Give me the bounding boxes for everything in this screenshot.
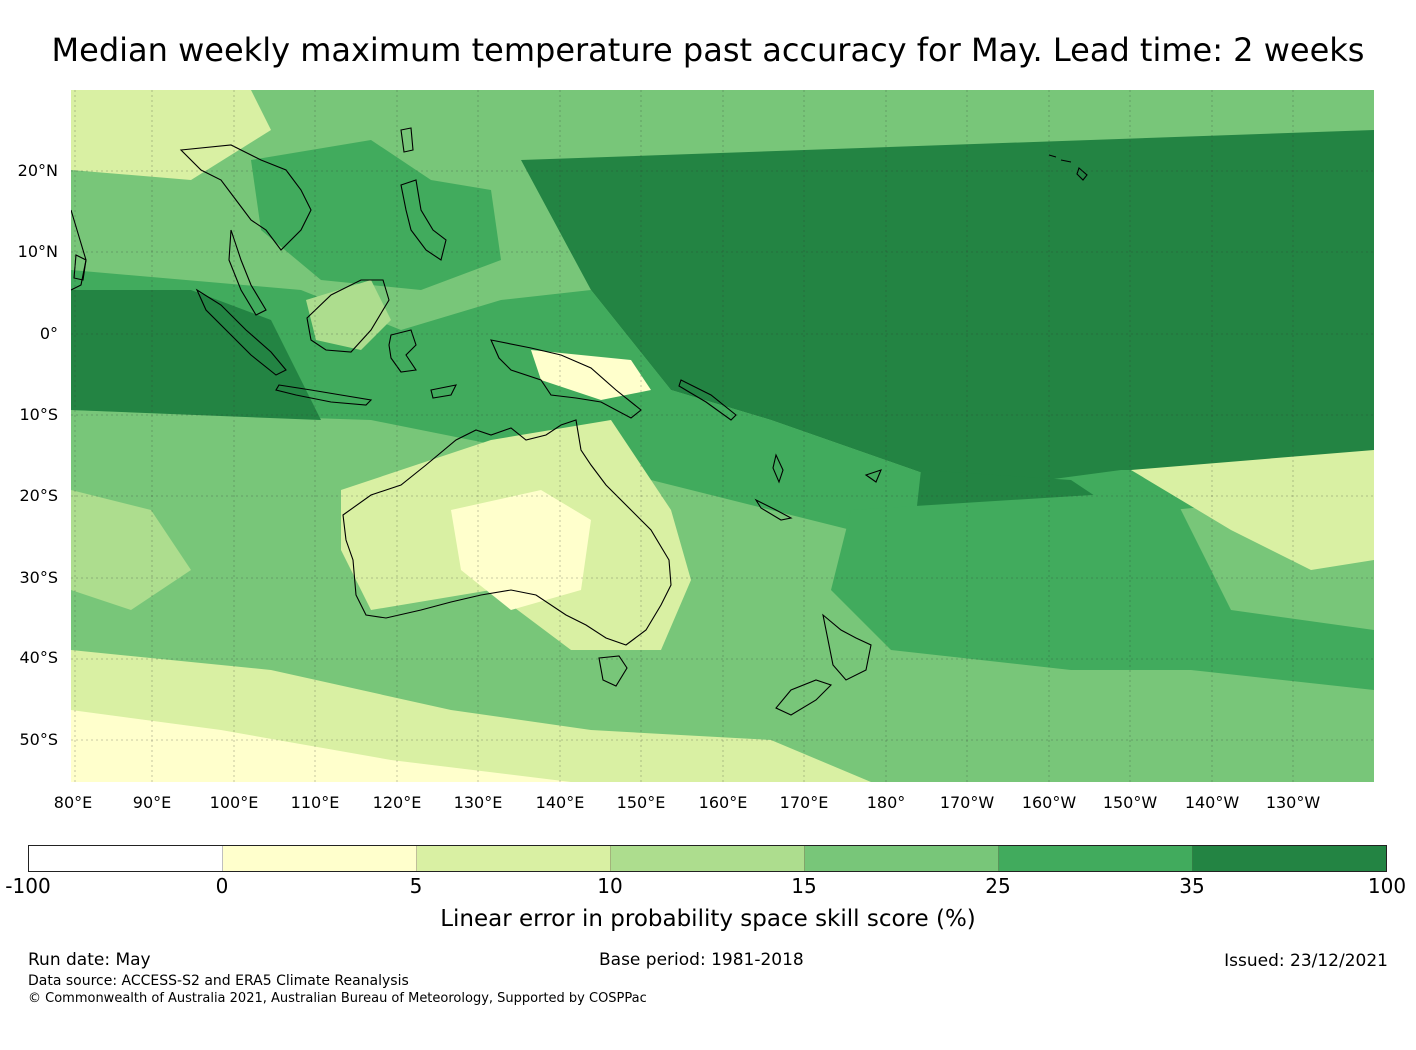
coast-new-caledonia [754, 498, 793, 521]
lon-label-120e: 120°E [372, 793, 422, 812]
run-date: Run date: May [28, 950, 151, 970]
zone-australia-lowest [451, 490, 591, 610]
coast-indochina [179, 144, 312, 251]
lon-label-170e: 170°E [779, 793, 829, 812]
colorbar-segment [999, 846, 1193, 871]
lon-label-180: 180° [866, 793, 906, 812]
coast-new-zealand-north [822, 613, 872, 681]
lat-label-40s: 40°S [19, 648, 58, 667]
zone-new-guinea-low [531, 350, 651, 400]
lon-label-160w: 160°W [1021, 793, 1077, 812]
coast-sulawesi [388, 329, 417, 373]
coast-vanuatu [772, 453, 784, 484]
colorbar-tick: 35 [1179, 874, 1205, 898]
zone-tropical-pacific-high [521, 130, 1374, 490]
colorbar-tick: 0 [215, 874, 229, 898]
chart-title: Median weekly maximum temperature past a… [51, 31, 1365, 69]
lon-label-160e: 160°E [698, 793, 748, 812]
coastlines [71, 127, 1088, 716]
zone-borneo-low [306, 280, 391, 350]
colorbar-segment [1193, 846, 1386, 871]
lon-label-150w: 150°W [1102, 793, 1158, 812]
base-period: Base period: 1981-2018 [599, 950, 804, 970]
skill-score-map [71, 90, 1374, 782]
graticule [71, 90, 1374, 782]
lat-label-10n: 10°N [17, 242, 58, 261]
coast-hawaii [1048, 154, 1088, 181]
lon-label-130w: 130°W [1265, 793, 1321, 812]
colorbar [28, 845, 1387, 872]
colorbar-tick: -100 [5, 874, 51, 898]
zone-nw-corner-low [71, 90, 271, 180]
lon-label-130e: 130°E [453, 793, 503, 812]
coast-new-guinea [490, 339, 642, 419]
zone-southern-ocean-lowest [71, 710, 571, 782]
coast-india-tip [71, 209, 87, 291]
coast-solomons [678, 379, 737, 421]
lat-label-20n: 20°N [17, 161, 58, 180]
data-source: Data source: ACCESS-S2 and ERA5 Climate … [28, 973, 409, 989]
coast-australia [342, 419, 672, 646]
lon-label-90e: 90°E [132, 793, 172, 812]
lon-label-140e: 140°E [535, 793, 585, 812]
colorbar-label: Linear error in probability space skill … [440, 906, 976, 932]
coast-borneo [306, 279, 390, 353]
zone-indian-ocean-high [71, 290, 321, 420]
copyright-notice: © Commonwealth of Australia 2021, Austra… [28, 991, 647, 1006]
lat-label-30s: 30°S [19, 568, 58, 587]
coast-sri-lanka [73, 254, 87, 281]
colorbar-tick: 15 [791, 874, 817, 898]
lon-label-100e: 100°E [209, 793, 259, 812]
colorbar-tick: 100 [1367, 874, 1407, 898]
lat-label-0: 0° [39, 324, 58, 343]
map-canvas [71, 90, 1374, 782]
coast-sumatra [195, 288, 287, 376]
lon-label-80e: 80°E [53, 793, 93, 812]
zone-asia-high [251, 140, 501, 290]
coast-new-zealand-south [775, 679, 833, 716]
colorbar-segment [611, 846, 805, 871]
coast-philippines [400, 179, 447, 261]
colorbar-segment [805, 846, 999, 871]
coast-timor [430, 384, 457, 399]
zone-southwest-low [71, 490, 191, 610]
colorbar-tick: 10 [597, 874, 623, 898]
colorbar-segment [417, 846, 611, 871]
lon-label-140w: 140°W [1184, 793, 1240, 812]
coast-fiji [864, 469, 882, 483]
coast-java [275, 384, 373, 406]
lat-label-50s: 50°S [19, 730, 58, 749]
coast-malay-peninsula [228, 229, 267, 316]
colorbar-segment [29, 846, 223, 871]
colorbar-segment [223, 846, 417, 871]
coast-tasmania [598, 655, 628, 687]
zone-east-pacific-low [1131, 450, 1374, 570]
lon-label-150e: 150°E [616, 793, 666, 812]
lat-label-20s: 20°S [19, 486, 58, 505]
coast-taiwan [400, 127, 414, 153]
colorbar-tick: 25 [985, 874, 1011, 898]
lon-label-110e: 110°E [290, 793, 340, 812]
lat-label-10s: 10°S [19, 405, 58, 424]
zone-south-pacific-mid [831, 490, 1374, 690]
issued-date: Issued: 23/12/2021 [1224, 951, 1388, 971]
colorbar-tick: 5 [409, 874, 423, 898]
lon-label-170w: 170°W [939, 793, 995, 812]
